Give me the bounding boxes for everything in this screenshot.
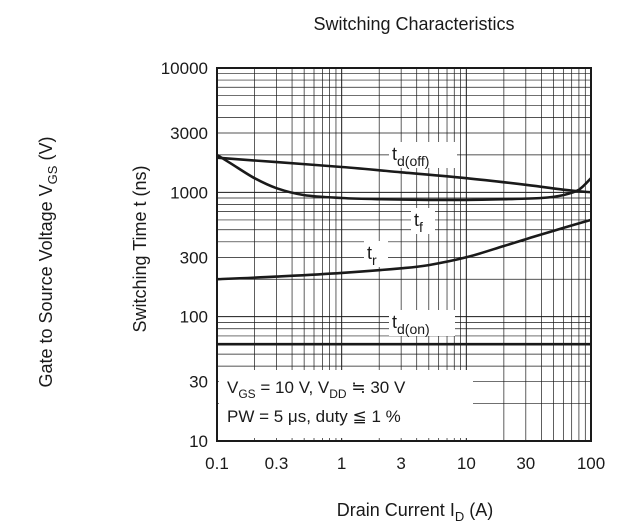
series-label-backing: [389, 310, 455, 336]
x-tick-label: 0.1: [205, 454, 229, 473]
series-label-backing: [364, 241, 388, 267]
y-axis-label: Switching Time t (ns): [130, 165, 150, 332]
conditions-box: [219, 370, 473, 438]
x-axis-tick-labels: 0.1 0.3 1 3 10 30 100: [205, 454, 605, 473]
chart-title: Switching Characteristics: [313, 14, 514, 34]
y-tick-label: 300: [180, 248, 208, 267]
series-label: tf: [414, 210, 423, 235]
y-tick-label: 3000: [170, 124, 208, 143]
conditions-line: VGS = 10 V, VDD ≒ 30 V: [227, 378, 406, 401]
series-lines: [216, 153, 592, 346]
series-label: td(on): [392, 312, 430, 337]
series-label-backing: [411, 208, 435, 234]
x-tick-label: 3: [396, 454, 405, 473]
y-tick-label: 30: [189, 373, 208, 392]
x-tick-label: 1: [337, 454, 346, 473]
series-labels: td(off) tf tr td(on): [364, 142, 457, 337]
outer-y-axis-label: Gate to Source Voltage VGS (V): [36, 137, 60, 388]
conditions-line: PW = 5 μs, duty ≦ 1 %: [227, 407, 401, 426]
series-label-backing: [389, 142, 457, 168]
y-tick-label: 1000: [170, 183, 208, 202]
y-tick-label: 100: [180, 308, 208, 327]
y-axis-tick-labels: 10 30 100 300 1000 3000 10000: [161, 59, 208, 451]
series-label: td(off): [392, 144, 429, 169]
series-label: tr: [367, 243, 377, 268]
series-line-r: [216, 218, 592, 281]
x-tick-label: 100: [577, 454, 605, 473]
x-tick-label: 0.3: [265, 454, 289, 473]
x-tick-label: 30: [516, 454, 535, 473]
y-tick-label: 10000: [161, 59, 208, 78]
x-axis-label: Drain Current ID (A): [337, 500, 493, 524]
y-tick-label: 10: [189, 432, 208, 451]
x-tick-label: 10: [457, 454, 476, 473]
plot-area-frame: [216, 67, 592, 442]
series-line-doff: [216, 156, 592, 194]
conditions-annotation: VGS = 10 V, VDD ≒ 30 V PW = 5 μs, duty ≦ …: [219, 370, 473, 438]
series-line-f: [216, 153, 592, 202]
